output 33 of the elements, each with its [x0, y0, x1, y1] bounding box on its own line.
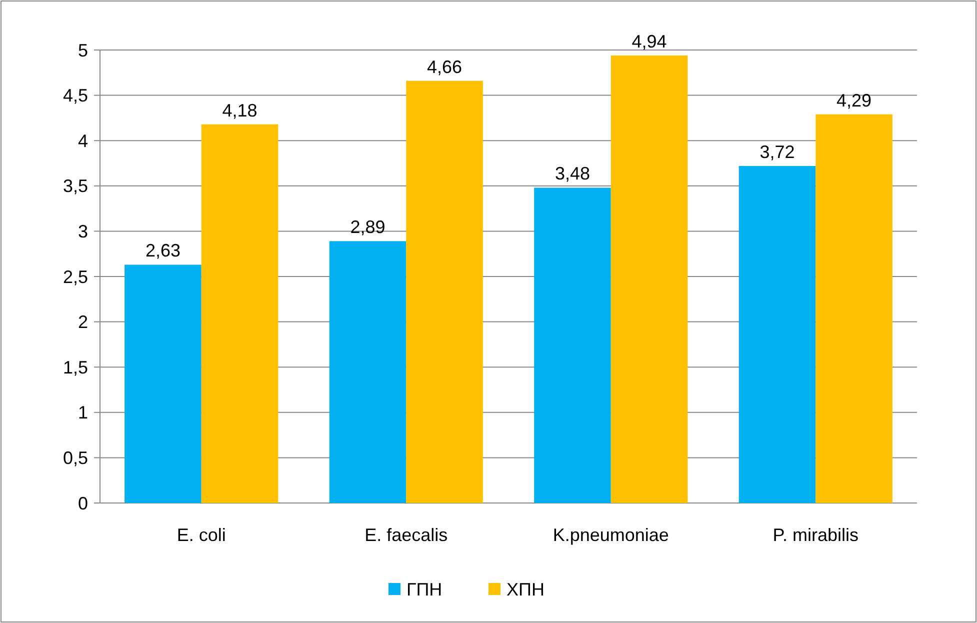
bar: [406, 80, 483, 503]
data-label: 2,63: [145, 240, 180, 261]
bar: [124, 264, 202, 503]
y-tick-label: 3: [78, 222, 88, 242]
y-tick-label: 0,5: [62, 448, 88, 468]
y-tick-label: 0: [78, 493, 88, 514]
data-label: 3,72: [760, 142, 795, 162]
data-label: 3,48: [554, 164, 590, 184]
x-tick-label: E. faecalis: [364, 525, 448, 545]
bar: [738, 166, 816, 503]
y-tick-label: 4: [78, 130, 88, 151]
y-tick-label: 1: [78, 402, 88, 423]
bar: [329, 241, 406, 503]
data-label: 4,29: [836, 90, 872, 110]
x-tick-label: K.pneumoniae: [552, 525, 669, 545]
y-tick-label: 3,5: [62, 176, 88, 196]
legend-label: ХПН: [506, 579, 544, 600]
y-tick-label: 2,5: [62, 266, 88, 287]
bar: [534, 188, 611, 503]
x-tick-label: E. coli: [176, 525, 226, 545]
data-label: 2,89: [350, 217, 386, 238]
bar: [816, 114, 892, 503]
x-tick-label: P. mirabilis: [772, 525, 858, 545]
y-tick-label: 4,5: [62, 86, 88, 106]
y-tick-label: 5: [78, 40, 88, 60]
bar: [610, 55, 688, 503]
data-label: 4,18: [222, 100, 258, 120]
legend-label: ГПН: [406, 579, 442, 600]
data-label: 4,94: [632, 31, 667, 52]
y-tick-label: 1,5: [62, 357, 88, 378]
y-tick-label: 2: [78, 312, 88, 332]
bar: [201, 124, 278, 503]
data-label: 4,66: [426, 56, 462, 77]
